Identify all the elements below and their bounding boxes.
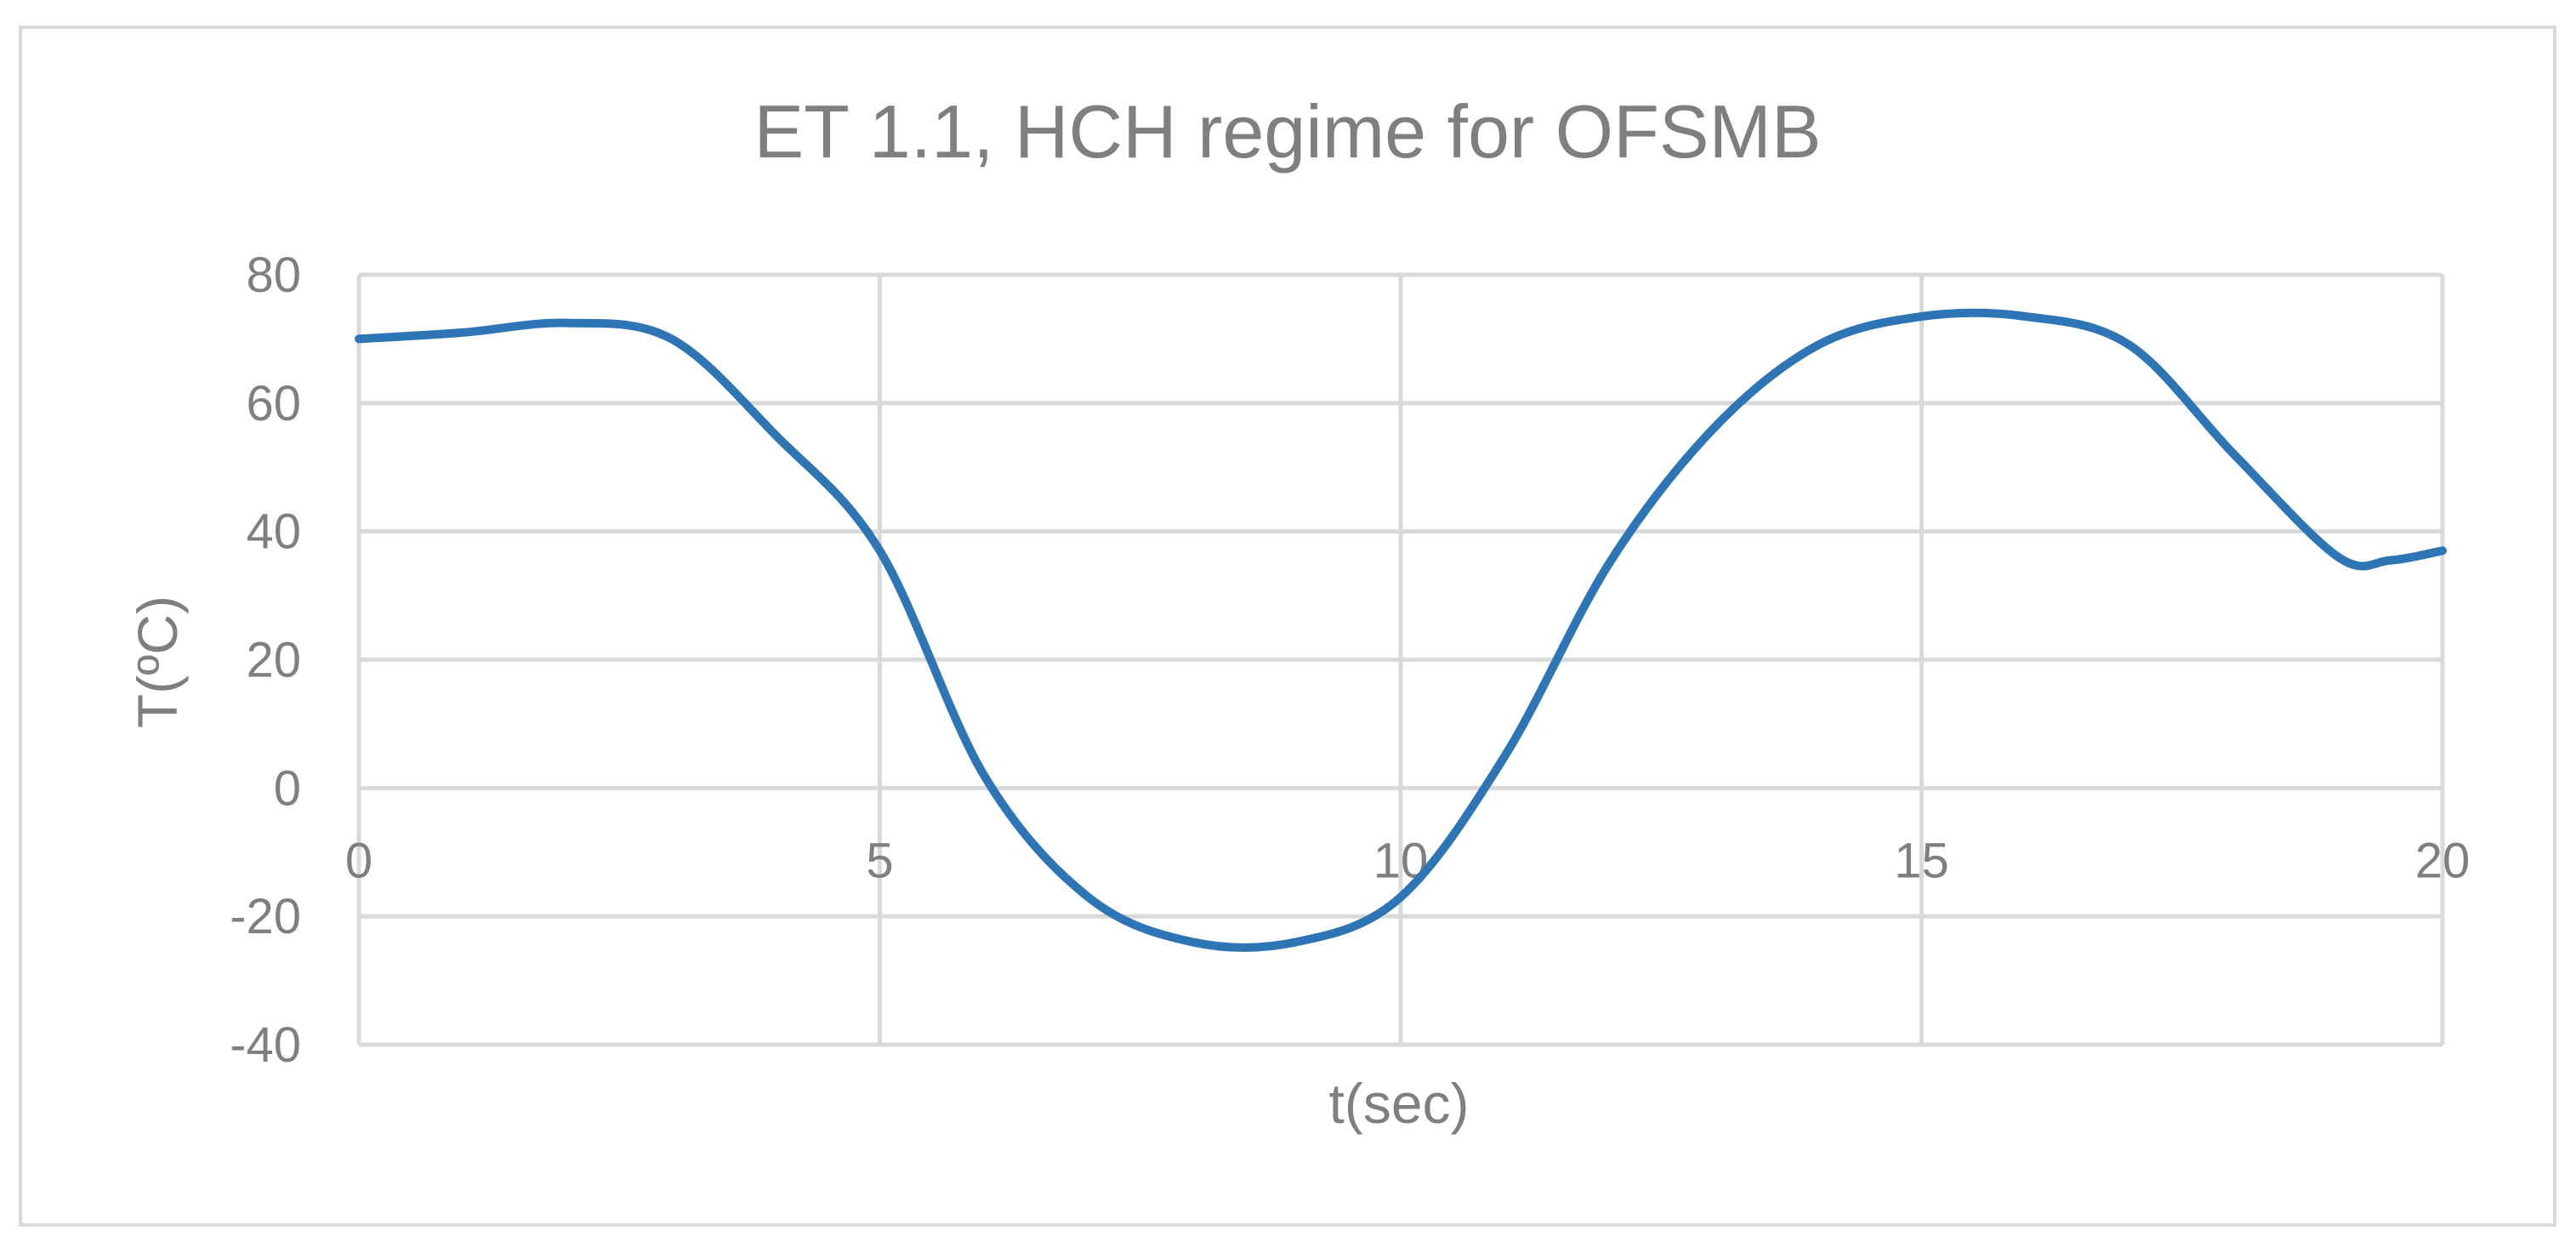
grid <box>356 272 2445 1047</box>
x-tick-label: 20 <box>2415 833 2471 888</box>
chart-frame <box>19 26 2556 1227</box>
y-axis-title: T(ºC) <box>126 596 189 728</box>
x-tick-labels: 0 5 10 15 20 <box>345 833 2470 888</box>
x-tick-label: 0 <box>345 833 372 888</box>
series-line <box>355 308 2447 952</box>
y-tick-label: 60 <box>246 376 301 431</box>
y-tick-label: 20 <box>246 633 301 688</box>
series-group <box>355 308 2447 952</box>
x-tick-label: 5 <box>866 833 893 888</box>
y-tick-label: -40 <box>230 1017 301 1073</box>
x-tick-label: 15 <box>1894 833 1949 888</box>
y-tick-labels: -40 -20 0 20 40 60 80 <box>230 248 301 1073</box>
y-tick-label: 0 <box>274 761 301 816</box>
y-tick-label: 80 <box>246 248 301 303</box>
y-tick-label: 40 <box>246 504 301 560</box>
chart-title: ET 1.1, HCH regime for OFSMB <box>753 89 1821 174</box>
x-axis-title: t(sec) <box>1329 1072 1470 1135</box>
y-tick-label: -20 <box>230 889 301 944</box>
